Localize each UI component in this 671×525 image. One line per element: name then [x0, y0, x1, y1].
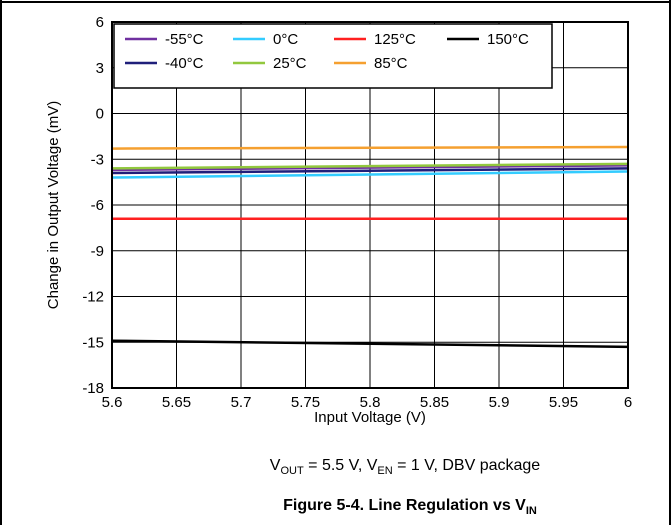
legend-entry: 125°C [374, 31, 416, 48]
x-tick-label: 5.85 [420, 394, 449, 411]
x-axis-label: Input Voltage (V) [314, 409, 426, 426]
y-axis-ticks: 6 3 0 -3 -6 -9 -12 -15 -18 [82, 14, 104, 397]
series-line [111, 167, 629, 175]
chart-series [111, 145, 629, 349]
series-line [111, 170, 629, 179]
y-tick-label: -12 [82, 289, 104, 306]
x-tick-label: 5.75 [291, 394, 320, 411]
figure-caption: VOUT = 5.5 V, VEN = 1 V, DBV package [270, 457, 540, 477]
series-line [111, 162, 629, 170]
x-tick-label: 5.8 [360, 394, 381, 411]
x-tick-label: 6 [624, 394, 632, 411]
series-line [111, 164, 629, 172]
legend-entry: 0°C [273, 31, 298, 48]
legend-entry: -40°C [165, 55, 204, 72]
y-tick-label: 0 [96, 106, 104, 123]
y-axis-label: Change in Output Voltage (mV) [45, 101, 62, 309]
legend-entry: 25°C [273, 55, 307, 72]
y-tick-label: -6 [91, 197, 104, 214]
x-tick-label: 5.9 [489, 394, 510, 411]
legend-box [113, 23, 553, 89]
y-tick-label: -9 [91, 243, 104, 260]
x-tick-label: 5.6 [102, 394, 123, 411]
x-tick-label: 5.65 [162, 394, 191, 411]
legend-entry: 150°C [487, 31, 529, 48]
x-axis-ticks: 5.6 5.65 5.7 5.75 5.8 5.85 5.9 5.95 6 [102, 394, 633, 411]
legend-entry: 85°C [374, 55, 408, 72]
y-tick-label: 6 [96, 14, 104, 31]
y-tick-label: -18 [82, 380, 104, 397]
plot-area-border [111, 21, 629, 389]
chart-legend: -55°C 0°C 125°C 150°C -40°C 25°C 85°C [113, 23, 553, 89]
x-tick-label: 5.7 [231, 394, 252, 411]
series-line [111, 145, 629, 150]
legend-entry: -55°C [165, 31, 204, 48]
x-tick-label: 5.95 [549, 394, 578, 411]
series-line [111, 339, 629, 349]
figure-title: Figure 5-4. Line Regulation vs VIN [283, 497, 537, 517]
y-tick-label: 3 [96, 60, 104, 77]
y-tick-label: -3 [91, 151, 104, 168]
y-tick-label: -15 [82, 334, 104, 351]
